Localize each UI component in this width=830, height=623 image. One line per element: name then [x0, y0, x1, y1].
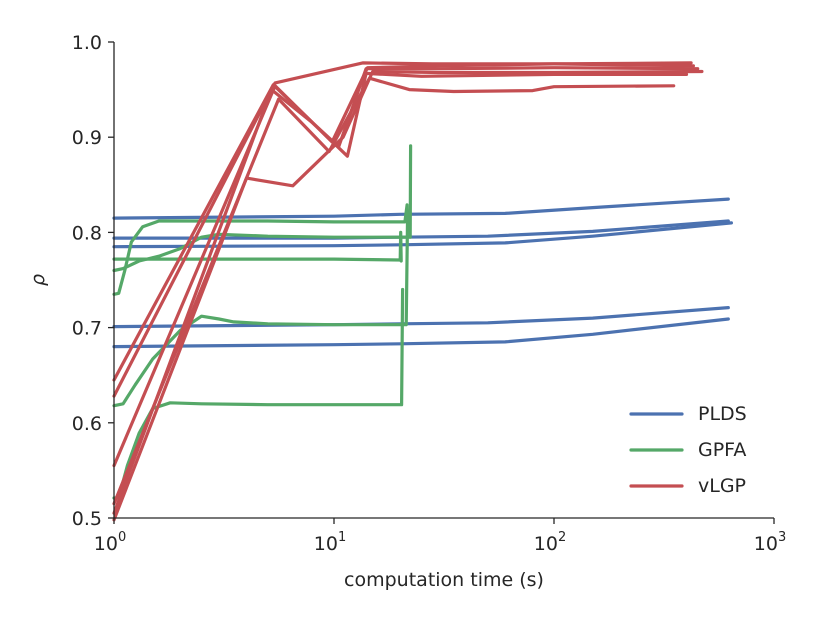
y-tick-label: 0.7	[72, 318, 102, 340]
series-line-gpfa-8	[112, 211, 410, 408]
series-line-vlgp-15	[112, 66, 700, 515]
legend-label-vlgp: vLGP	[698, 475, 746, 497]
y-tick-label: 0.5	[72, 508, 102, 530]
y-tick-label: 1.0	[72, 32, 102, 54]
ticks-layer: 0.5 0.6 0.7 0.8 0.9 1.0 100 101 102 103	[72, 32, 786, 555]
series-line-plds-0	[112, 197, 730, 220]
legend-label-gpfa: GPFA	[698, 439, 746, 461]
series-line-plds-4	[112, 317, 730, 349]
y-tick-label: 0.8	[72, 222, 102, 244]
x-tick-label: 100	[94, 530, 126, 555]
series-layer	[112, 61, 734, 522]
x-axis-title: computation time (s)	[344, 569, 544, 591]
x-tick-label: 102	[534, 530, 566, 555]
y-tick-label: 0.9	[72, 127, 102, 149]
y-axis-title: ρ	[27, 274, 49, 286]
series-line-vlgp-12	[112, 76, 676, 506]
series-line-plds-2	[112, 221, 734, 249]
legend-label-plds: PLDS	[698, 403, 747, 425]
axes-layer	[113, 42, 774, 519]
x-tick-label: 101	[314, 530, 346, 555]
x-tick-label: 103	[754, 530, 786, 555]
y-tick-label: 0.6	[72, 413, 102, 435]
legend: PLDS GPFA vLGP	[629, 403, 747, 497]
series-line-gpfa-5	[112, 203, 410, 296]
series-line-gpfa-6	[112, 144, 413, 273]
